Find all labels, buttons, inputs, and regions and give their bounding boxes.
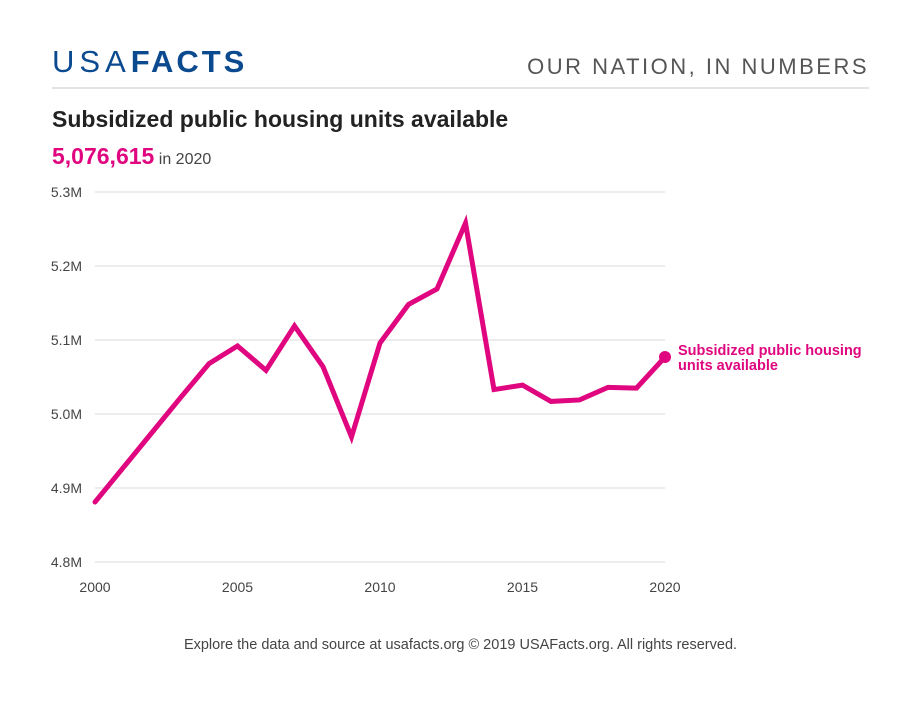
y-tick-label: 5.3M <box>51 184 82 200</box>
series-line <box>92 214 668 505</box>
headline-year: in 2020 <box>158 151 212 168</box>
x-tick-label: 2005 <box>222 579 253 595</box>
data-point <box>659 351 671 364</box>
series-end-label: units available <box>678 358 778 374</box>
tagline: OUR NATION, IN NUMBERS <box>527 54 869 79</box>
headline-value: 5,076,615 <box>52 143 155 169</box>
y-tick-label: 4.9M <box>51 480 82 496</box>
logo-bold: FACTS <box>130 44 248 79</box>
header-divider <box>52 87 869 89</box>
x-tick-label: 2010 <box>364 579 395 595</box>
usafacts-logo[interactable]: USAFACTS <box>52 46 247 77</box>
series-end-label: Subsidized public housing <box>678 343 862 359</box>
chart-title: Subsidized public housing units availabl… <box>52 106 509 132</box>
footer-credit: Explore the data and source at usafacts.… <box>183 637 738 653</box>
x-tick-label: 2000 <box>79 579 110 595</box>
y-tick-label: 4.8M <box>51 554 82 570</box>
y-tick-label: 5.2M <box>51 258 82 274</box>
headline-stat: 5,076,615 in 2020 <box>52 143 211 173</box>
y-tick-label: 5.1M <box>51 332 82 348</box>
x-tick-label: 2020 <box>649 579 680 595</box>
x-tick-label: 2015 <box>507 579 538 595</box>
logo-light: USA <box>52 44 131 79</box>
y-tick-label: 5.0M <box>51 406 82 422</box>
